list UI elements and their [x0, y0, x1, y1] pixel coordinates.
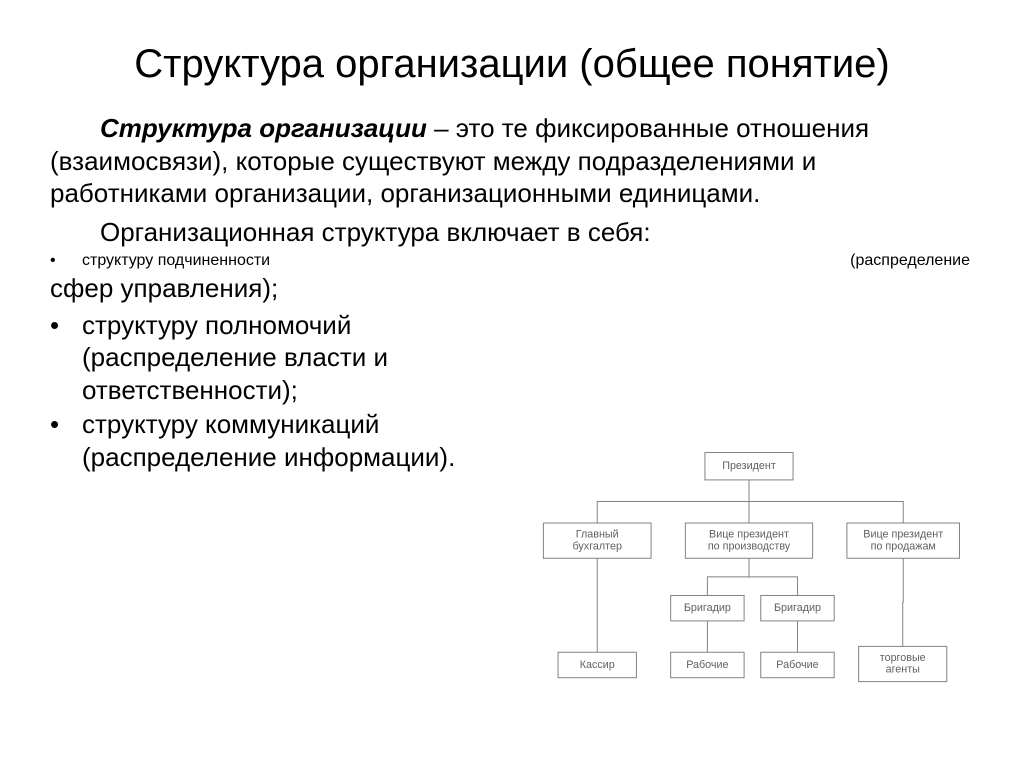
svg-text:по продажам: по продажам — [871, 540, 936, 552]
org-node-vp_sales: Вице президентпо продажам — [847, 523, 960, 558]
bullet-1-head: структуру подчиненности — [82, 252, 850, 270]
svg-text:Президент: Президент — [722, 460, 776, 472]
svg-text:Вице президент: Вице президент — [709, 529, 789, 541]
svg-text:агенты: агенты — [886, 664, 920, 676]
svg-text:Главный: Главный — [576, 529, 619, 541]
org-node-chief_acc: Главныйбухгалтер — [543, 523, 651, 558]
svg-text:Рабочие: Рабочие — [686, 659, 728, 671]
svg-text:Рабочие: Рабочие — [776, 659, 818, 671]
svg-text:Бригадир: Бригадир — [774, 602, 821, 614]
bullet-2: • структуру полномочий (распределение вл… — [50, 309, 530, 407]
bullet-dot-icon: • — [50, 408, 82, 473]
bullet-1: • структуру подчиненности (распределение — [50, 252, 970, 270]
slide-title: Структура организации (общее понятие) — [50, 40, 974, 88]
includes-line: Организационная структура включает в себ… — [50, 216, 974, 249]
bullet-1-right: (распределение — [850, 252, 970, 270]
bullet-1-tail: сфер управления); — [50, 272, 974, 305]
org-node-cashier: Кассир — [558, 652, 636, 677]
bullet-3-text: структуру коммуникаций (распределение ин… — [82, 408, 530, 473]
bullet-dot-icon: • — [50, 252, 82, 270]
svg-text:Вице президент: Вице президент — [863, 529, 943, 541]
svg-text:бухгалтер: бухгалтер — [573, 540, 622, 552]
bullets-left-column: • структуру полномочий (распределение вл… — [50, 309, 530, 474]
bullet-dot-icon: • — [50, 309, 82, 407]
org-node-work1: Рабочие — [671, 652, 744, 677]
bullet-2-text: структуру полномочий (распределение влас… — [82, 309, 530, 407]
org-node-brig1: Бригадир — [671, 595, 744, 620]
org-node-vp_prod: Вице президентпо производству — [685, 523, 812, 558]
org-node-president: Президент — [705, 453, 793, 480]
svg-text:по производству: по производству — [708, 540, 791, 552]
org-node-work2: Рабочие — [761, 652, 834, 677]
svg-text:Бригадир: Бригадир — [684, 602, 731, 614]
definition-term: Структура организации — [100, 113, 427, 143]
bullet-3: • структуру коммуникаций (распределение … — [50, 408, 530, 473]
definition-paragraph: Структура организации – это те фиксирова… — [50, 112, 974, 210]
svg-text:Кассир: Кассир — [580, 659, 615, 671]
org-chart: ПрезидентГлавныйбухгалтерВице президентп… — [514, 420, 984, 720]
org-node-brig2: Бригадир — [761, 595, 834, 620]
svg-text:торговые: торговые — [880, 652, 926, 664]
org-chart-svg: ПрезидентГлавныйбухгалтерВице президентп… — [514, 420, 984, 720]
org-node-agents: торговыеагенты — [859, 646, 947, 681]
